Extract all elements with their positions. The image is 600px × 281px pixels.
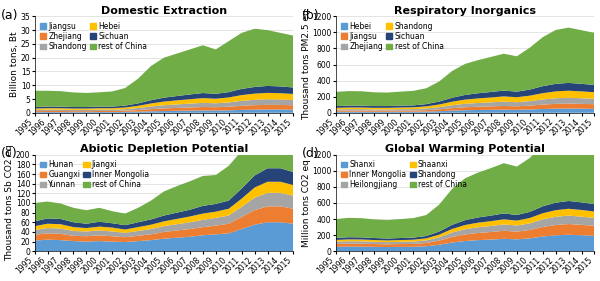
- Text: (b): (b): [302, 9, 320, 22]
- Legend: Shanxi, Inner Mongolia, Heilongjiang, Shaanxi, Shandong, rest of China: Shanxi, Inner Mongolia, Heilongjiang, Sh…: [340, 158, 469, 191]
- Legend: Jiangsu, Zhejiang, Shandong, Hebei, Sichuan, rest of China: Jiangsu, Zhejiang, Shandong, Hebei, Sich…: [38, 20, 149, 53]
- Text: (d): (d): [302, 147, 320, 160]
- Title: Respiratory Inorganics: Respiratory Inorganics: [394, 6, 536, 15]
- Y-axis label: Billion tons, Bt: Billion tons, Bt: [10, 32, 19, 98]
- Legend: Hebei, Jiangsu, Zhejiang, Shandong, Sichuan, rest of China: Hebei, Jiangsu, Zhejiang, Shandong, Sich…: [340, 20, 445, 53]
- Y-axis label: Million tons CO2 eq: Million tons CO2 eq: [302, 159, 311, 247]
- Legend: Hunan, Guangxi, Yunnan, Jiangxi, Inner Mongolia, rest of China: Hunan, Guangxi, Yunnan, Jiangxi, Inner M…: [38, 158, 151, 191]
- Title: Global Warming Potential: Global Warming Potential: [385, 144, 545, 154]
- Text: (c): (c): [1, 147, 18, 160]
- Title: Domestic Extraction: Domestic Extraction: [101, 6, 227, 15]
- Title: Abiotic Depletion Potential: Abiotic Depletion Potential: [80, 144, 248, 154]
- Y-axis label: Thousand tons Sb CO2 eq: Thousand tons Sb CO2 eq: [5, 145, 14, 261]
- Y-axis label: Thousand tons PM2.5 eq: Thousand tons PM2.5 eq: [302, 9, 311, 120]
- Text: (a): (a): [1, 9, 19, 22]
